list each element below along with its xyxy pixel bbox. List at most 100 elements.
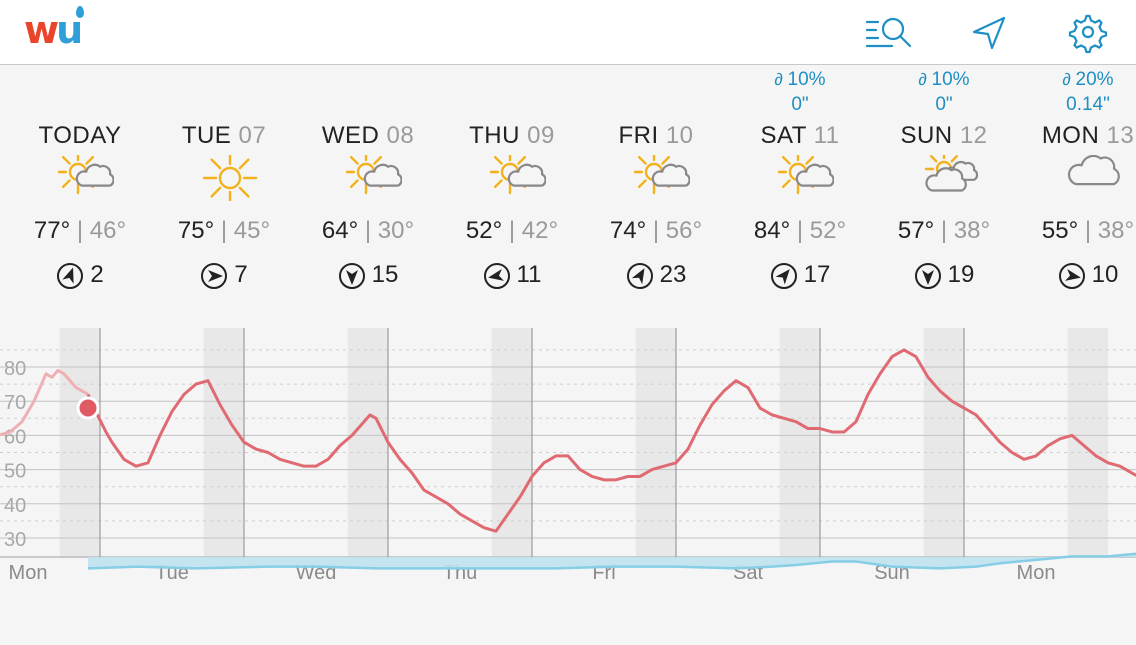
low-temp: 56° bbox=[665, 217, 703, 244]
chart-background bbox=[0, 328, 1136, 558]
high-temp: 75° bbox=[177, 217, 215, 244]
y-tick-label: 30 bbox=[4, 529, 26, 551]
low-temp: 38° bbox=[953, 217, 991, 244]
x-day-label: Mon bbox=[9, 562, 48, 584]
wind-direction-icon bbox=[56, 262, 84, 290]
evening-band bbox=[923, 328, 962, 558]
wind-direction-icon bbox=[914, 262, 942, 290]
hourly-temperature-chart[interactable]: 80 70 60 50 40 30 Mon Tue Wed Thu Fri Sat Sun Mon bbox=[0, 328, 1136, 640]
temp-range: 64° | 30° bbox=[321, 217, 415, 244]
wind-speed: 11 bbox=[440, 261, 584, 290]
high-temp: 52° bbox=[465, 217, 503, 244]
day-forecast-1[interactable]: TUE 07 75° | 45° 7 bbox=[152, 65, 296, 305]
raindrop-icon: ∂ bbox=[918, 70, 932, 89]
evening-band bbox=[779, 328, 818, 558]
wind-direction-icon bbox=[483, 262, 511, 290]
day-forecast-3[interactable]: THU 09 52° | 42° 11 bbox=[440, 65, 584, 305]
wind-speed: 23 bbox=[584, 261, 728, 290]
evening-band bbox=[1067, 328, 1106, 558]
wind-direction-icon bbox=[626, 262, 654, 290]
high-temp: 55° bbox=[1041, 217, 1079, 244]
day-label: WED 08 bbox=[296, 122, 440, 150]
day-forecast-4[interactable]: FRI 10 74° | 56° 23 bbox=[584, 65, 728, 305]
location-arrow-icon[interactable] bbox=[966, 10, 1014, 54]
wu-logo[interactable]: wu bbox=[24, 6, 98, 54]
wind-direction-icon bbox=[200, 262, 228, 290]
day-name: SUN bbox=[900, 122, 953, 149]
sunny-icon bbox=[202, 150, 258, 206]
day-name: TUE bbox=[181, 122, 232, 149]
wind-speed: 19 bbox=[872, 261, 1016, 290]
top-bar: wu bbox=[0, 0, 1136, 65]
day-label: FRI 10 bbox=[584, 122, 728, 150]
precip-amount: 0" bbox=[935, 94, 953, 115]
y-tick-label: 50 bbox=[4, 461, 26, 483]
day-name: MON bbox=[1041, 122, 1100, 149]
temperature-line-past bbox=[0, 368, 89, 437]
day-name: WED bbox=[321, 122, 380, 149]
partly-cloudy-icon bbox=[631, 149, 691, 201]
temp-range: 77° | 46° bbox=[33, 217, 127, 244]
day-forecast-0[interactable]: TODAY 77° | 46° 2 bbox=[8, 65, 152, 305]
day-label: TUE 07 bbox=[152, 122, 296, 150]
day-name: THU bbox=[469, 122, 520, 149]
temp-range: 74° | 56° bbox=[609, 217, 703, 244]
precip-chance: ∂ 10% bbox=[918, 69, 970, 90]
day-label: TODAY bbox=[8, 122, 152, 150]
temperature-line-forecast bbox=[86, 348, 1136, 533]
logo-text: wu bbox=[24, 8, 83, 52]
temp-range: 57° | 38° bbox=[897, 217, 991, 244]
y-tick-label: 80 bbox=[4, 358, 26, 380]
high-temp: 77° bbox=[33, 217, 71, 244]
y-tick-label: 60 bbox=[4, 426, 26, 448]
day-date: 07 bbox=[238, 122, 267, 149]
wind-direction-icon bbox=[338, 262, 366, 290]
day-forecast-5[interactable]: ∂ 10% 0" SAT 11 84° | 52° 17 bbox=[728, 65, 872, 305]
partly-cloudy-icon bbox=[487, 149, 547, 201]
precip-chance: ∂ 10% bbox=[774, 69, 826, 90]
wind-speed: 7 bbox=[152, 261, 296, 290]
temp-range: 75° | 45° bbox=[177, 217, 271, 244]
day-forecast-7[interactable]: ∂ 20% 0.14" MON 13 55° | 38° 10 bbox=[1016, 65, 1136, 305]
x-day-label: Mon bbox=[1017, 562, 1056, 584]
low-temp: 30° bbox=[377, 217, 415, 244]
day-date: 08 bbox=[386, 122, 415, 149]
partly-cloudy-icon bbox=[343, 149, 403, 201]
day-label: SUN 12 bbox=[872, 122, 1016, 150]
partly-cloudy-icon bbox=[55, 149, 115, 201]
current-time-marker[interactable] bbox=[76, 396, 100, 420]
day-name: TODAY bbox=[38, 122, 122, 149]
raindrop-icon: ∂ bbox=[1062, 70, 1076, 89]
low-temp: 42° bbox=[521, 217, 559, 244]
temp-range: 55° | 38° bbox=[1041, 217, 1135, 244]
raindrop-icon: ∂ bbox=[774, 70, 788, 89]
low-temp: 52° bbox=[809, 217, 847, 244]
precip-line bbox=[87, 552, 1136, 570]
wind-speed: 2 bbox=[8, 261, 152, 290]
high-temp: 84° bbox=[753, 217, 791, 244]
high-temp: 57° bbox=[897, 217, 935, 244]
evening-band bbox=[203, 328, 242, 558]
precip-chance: ∂ 20% bbox=[1062, 69, 1114, 90]
high-temp: 64° bbox=[321, 217, 359, 244]
day-date: 10 bbox=[665, 122, 694, 149]
day-date: 09 bbox=[527, 122, 555, 149]
search-list-icon[interactable] bbox=[864, 10, 912, 54]
day-date: 12 bbox=[959, 122, 988, 149]
day-date: 13 bbox=[1106, 122, 1135, 149]
precip-area bbox=[88, 553, 1136, 569]
day-label: SAT 11 bbox=[728, 122, 872, 150]
evening-band bbox=[635, 328, 674, 558]
day-forecast-2[interactable]: WED 08 64° | 30° 15 bbox=[296, 65, 440, 305]
wind-speed: 17 bbox=[728, 261, 872, 290]
day-forecast-6[interactable]: ∂ 10% 0" SUN 12 57° | 38° 19 bbox=[872, 65, 1016, 305]
gear-icon[interactable] bbox=[1064, 10, 1112, 54]
evening-band bbox=[491, 328, 530, 558]
logo-raindrop bbox=[76, 6, 84, 18]
wind-direction-icon bbox=[1058, 262, 1086, 290]
temp-range: 84° | 52° bbox=[753, 217, 847, 244]
evening-band bbox=[59, 328, 98, 558]
low-temp: 38° bbox=[1097, 217, 1135, 244]
low-temp: 46° bbox=[89, 217, 127, 244]
